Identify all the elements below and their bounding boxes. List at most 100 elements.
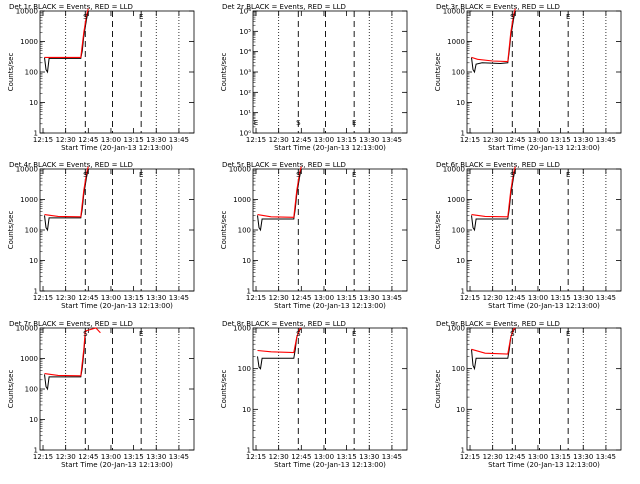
x-tick-label: 12:15	[460, 294, 480, 302]
marker-e: E	[139, 13, 143, 21]
y-tick-label: 10	[29, 416, 38, 424]
lld-series-line	[44, 327, 101, 377]
x-tick-label: 12:45	[505, 136, 525, 144]
x-axis-label: Start Time (20-Jan-13 12:13:00)	[274, 144, 386, 152]
y-tick-label: 1000	[447, 196, 465, 204]
y-tick-label: 10⁶	[239, 8, 251, 16]
plot-frame	[466, 10, 622, 134]
marker-s: S	[510, 330, 515, 338]
y-tick-label: 100	[25, 227, 38, 235]
x-tick-label: 12:45	[291, 453, 311, 461]
x-tick-label: 13:00	[528, 453, 548, 461]
x-tick-label: 13:15	[124, 136, 144, 144]
y-tick-label: 10000	[16, 325, 38, 333]
plot-frame	[39, 10, 195, 134]
panel-title: Det 4r BLACK = Events, RED = LLD	[9, 161, 133, 169]
y-tick-label: 10³	[239, 69, 251, 77]
marker-e: E	[139, 330, 143, 338]
x-axis-label: Start Time (20-Jan-13 12:13:00)	[488, 144, 600, 152]
panel-det-6: Det 6r BLACK = Events, RED = LLD 1 10 100 10…	[434, 161, 622, 310]
events-series-line	[471, 10, 516, 74]
y-tick-label: 10	[456, 406, 465, 414]
x-tick-label: 13:15	[337, 453, 357, 461]
x-tick-label: 12:15	[246, 294, 266, 302]
x-tick-label: 12:45	[505, 294, 525, 302]
x-tick-label: 13:15	[124, 294, 144, 302]
marker-s: S	[83, 330, 88, 338]
y-tick-label: 10	[242, 406, 251, 414]
lld-series-line	[471, 166, 516, 218]
y-tick-label: 100	[25, 386, 38, 394]
x-tick-label: 12:30	[56, 136, 76, 144]
panel-title: Det 8r BLACK = Events, RED = LLD	[222, 320, 346, 328]
marker-e: E	[566, 171, 570, 179]
y-tick-label: 1	[34, 130, 38, 138]
panel-det-8: Det 8r BLACK = Events, RED = LLD 1 10 100 10…	[220, 320, 408, 469]
marker-s: S	[296, 330, 301, 338]
marker-s: S	[296, 119, 301, 127]
y-axis-label: Counts/sec	[220, 370, 228, 409]
x-axis-label: Start Time (20-Jan-13 12:13:00)	[61, 302, 173, 310]
plot-frame	[466, 327, 622, 451]
y-tick-label: 10⁵	[239, 28, 251, 36]
x-tick-label: 12:15	[246, 136, 266, 144]
x-tick-label: 13:15	[551, 136, 571, 144]
y-tick-label: 1	[461, 288, 465, 296]
marker-s: S	[83, 13, 88, 21]
x-axis-label: Start Time (20-Jan-13 12:13:00)	[488, 302, 600, 310]
x-tick-label: 13:00	[314, 453, 334, 461]
x-tick-label: 12:45	[78, 136, 98, 144]
x-axis-label: Start Time (20-Jan-13 12:13:00)	[61, 461, 173, 469]
y-axis-label: Counts/sec	[220, 211, 228, 250]
x-tick-label: 13:00	[101, 453, 121, 461]
x-tick-label: 13:45	[382, 294, 402, 302]
lld-series-line	[471, 327, 516, 355]
y-axis-label: Counts/sec	[434, 53, 442, 92]
y-tick-label: 10⁰	[239, 130, 251, 138]
y-axis-label: Counts/sec	[434, 370, 442, 409]
y-tick-label: 10	[29, 99, 38, 107]
x-tick-label: 12:15	[33, 294, 53, 302]
lld-series-line	[44, 8, 89, 58]
y-tick-label: 1000	[20, 355, 38, 363]
x-tick-label: 12:30	[483, 136, 503, 144]
x-tick-label: 13:30	[573, 453, 593, 461]
x-tick-label: 13:30	[146, 453, 166, 461]
y-tick-label: 100	[25, 69, 38, 77]
x-tick-label: 13:30	[359, 294, 379, 302]
marker-s: S	[83, 171, 88, 179]
panel-det-2: Det 2r BLACK = Events, RED = LLD 10⁰ 10¹ 10…	[220, 3, 408, 152]
x-tick-label: 12:30	[269, 453, 289, 461]
events-series-line	[44, 334, 86, 391]
y-tick-label: 1000	[233, 196, 251, 204]
marker-e: E	[352, 171, 356, 179]
events-series-line	[44, 10, 89, 74]
x-tick-label: 12:30	[56, 453, 76, 461]
y-axis-label: Counts/sec	[7, 53, 15, 92]
x-tick-label: 12:15	[33, 136, 53, 144]
lld-series-line	[44, 166, 89, 218]
x-tick-label: 13:00	[101, 294, 121, 302]
y-tick-label: 100	[452, 227, 465, 235]
x-tick-label: 13:45	[382, 136, 402, 144]
y-tick-label: 1	[34, 447, 38, 455]
x-tick-label: 13:45	[596, 294, 616, 302]
y-tick-label: 100	[238, 227, 251, 235]
y-tick-label: 1	[34, 288, 38, 296]
y-tick-label: 1	[247, 288, 251, 296]
panel-det-3: Det 3r BLACK = Events, RED = LLD 1 10 100 10…	[434, 3, 622, 152]
y-axis-label: Counts/sec	[7, 211, 15, 250]
panel-det-4: Det 4r BLACK = Events, RED = LLD 1 10 100 10…	[7, 161, 195, 310]
x-tick-label: 12:30	[269, 136, 289, 144]
x-tick-label: 13:00	[528, 136, 548, 144]
y-tick-label: 1	[461, 130, 465, 138]
y-tick-label: 10	[456, 99, 465, 107]
marker-s: S	[296, 171, 301, 179]
marker-e: E	[254, 119, 258, 127]
x-tick-label: 12:30	[56, 294, 76, 302]
y-tick-label: 10	[242, 257, 251, 265]
x-tick-label: 12:30	[483, 453, 503, 461]
y-axis-label: Counts/sec	[7, 370, 15, 409]
x-tick-label: 12:45	[78, 453, 98, 461]
